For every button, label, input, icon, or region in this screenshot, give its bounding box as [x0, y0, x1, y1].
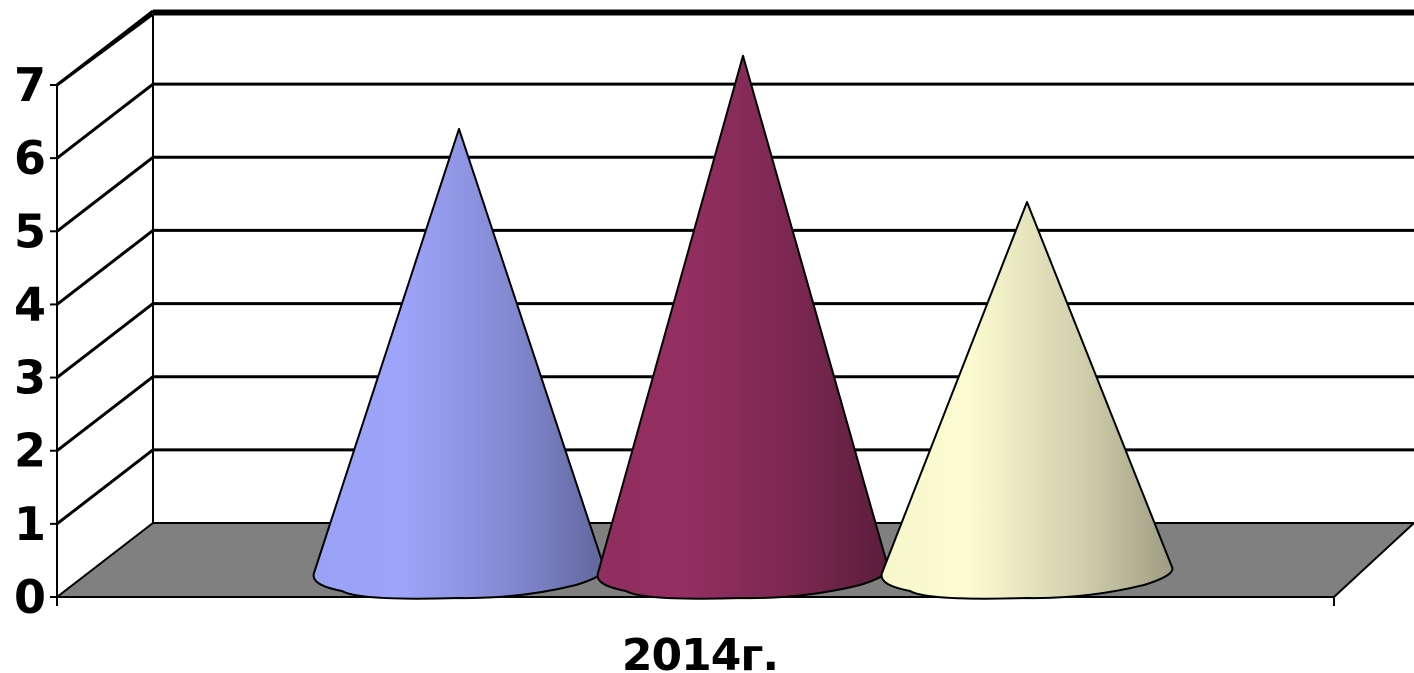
gridline-side	[56, 156, 154, 233]
gridline-side	[56, 229, 154, 306]
cone-series	[312, 54, 1174, 600]
y-tick-label: 3	[14, 351, 46, 405]
gridline-side	[56, 82, 154, 160]
gridline-side	[56, 9, 154, 87]
y-tick-label: 1	[14, 497, 46, 551]
y-tick-label: 5	[14, 204, 46, 258]
y-axis: 0 1 2 3 4 5 6 7	[14, 58, 1335, 624]
y-tick-label: 2	[14, 424, 46, 478]
cone-mark	[596, 54, 890, 600]
y-tick-label: 6	[14, 131, 46, 185]
cone-mark	[880, 201, 1174, 600]
y-tick-label: 0	[14, 570, 46, 624]
gridline-side	[56, 375, 154, 452]
gridline-side	[56, 302, 154, 379]
y-tick-label: 7	[14, 58, 46, 112]
cone-mark	[312, 127, 606, 600]
category-label: 2014г.	[622, 630, 778, 673]
y-tick-label: 4	[14, 277, 46, 331]
gridline-side	[56, 448, 154, 526]
